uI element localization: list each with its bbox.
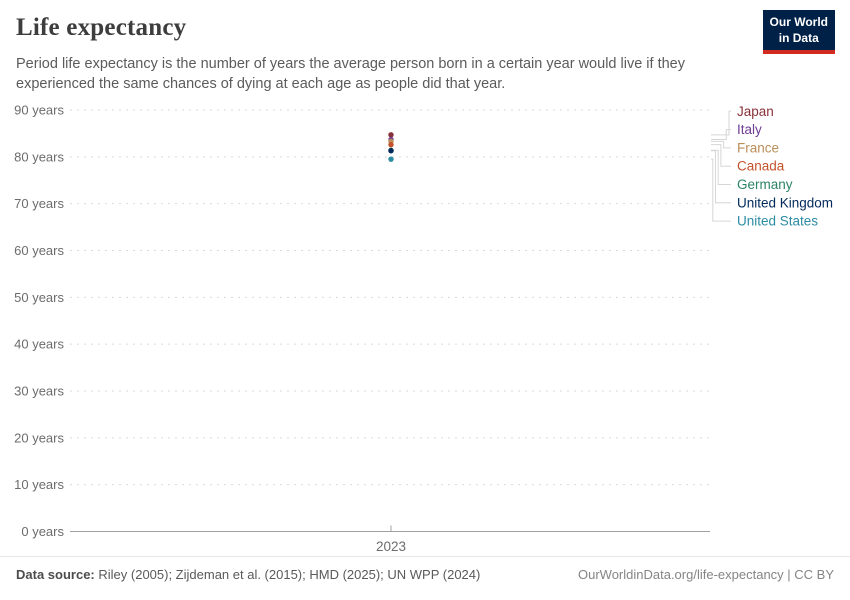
y-axis-tick-label-40: 40 years — [14, 337, 64, 352]
legend-label-canada[interactable]: Canada — [737, 159, 785, 174]
data-point-canada — [388, 141, 394, 148]
footer-divider — [0, 556, 850, 557]
data-source-list: Riley (2005); Zijdeman et al. (2015); HM… — [98, 567, 481, 582]
y-axis-tick-label-10: 10 years — [14, 477, 64, 492]
y-axis-tick-label-20: 20 years — [14, 430, 64, 445]
legend-connector-italy — [711, 129, 731, 141]
legend-connector-united-kingdom — [711, 150, 731, 204]
legend-connector-japan — [711, 110, 731, 136]
legend-label-japan[interactable]: Japan — [737, 104, 774, 119]
y-axis-tick-label-60: 60 years — [14, 243, 64, 258]
y-axis-tick-label-70: 70 years — [14, 196, 64, 211]
legend-label-united-states[interactable]: United States — [737, 214, 818, 229]
page-title: Life expectancy — [16, 14, 187, 41]
y-axis-tick-label-50: 50 years — [14, 290, 64, 305]
data-point-united-kingdom — [388, 148, 394, 154]
data-source-text: Data source: Riley (2005); Zijdeman et a… — [16, 567, 480, 582]
legend-connector-canada — [711, 144, 731, 167]
legend-label-france[interactable]: France — [737, 140, 779, 155]
legend-connector-france — [711, 140, 731, 149]
y-axis-tick-label-90: 90 years — [14, 103, 64, 118]
owid-logo: Our World in Data — [762, 10, 835, 55]
y-axis-tick-label-0: 0 years — [21, 524, 64, 539]
attribution-link[interactable]: OurWorldinData.org/life-expectancy | CC … — [577, 567, 834, 582]
y-axis-tick-label-30: 30 years — [14, 384, 64, 399]
legend-label-italy[interactable]: Italy — [737, 122, 762, 137]
chart-footer: Data source: Riley (2005); Zijdeman et a… — [16, 567, 834, 582]
legend-connector-united-states — [711, 158, 731, 222]
y-axis-tick-label-80: 80 years — [14, 149, 64, 164]
legend-label-germany[interactable]: Germany — [737, 177, 793, 192]
owid-logo-line2: in Data — [778, 30, 819, 45]
x-axis-tick-label: 2023 — [376, 539, 406, 554]
chart-subtitle: Period life expectancy is the number of … — [16, 56, 685, 93]
legend-label-united-kingdom[interactable]: United Kingdom — [737, 195, 833, 210]
owid-logo-line1: Our World — [769, 15, 828, 29]
data-point-japan — [388, 132, 394, 138]
data-source-label: Data source: — [16, 567, 95, 582]
data-point-united-states — [388, 156, 394, 162]
